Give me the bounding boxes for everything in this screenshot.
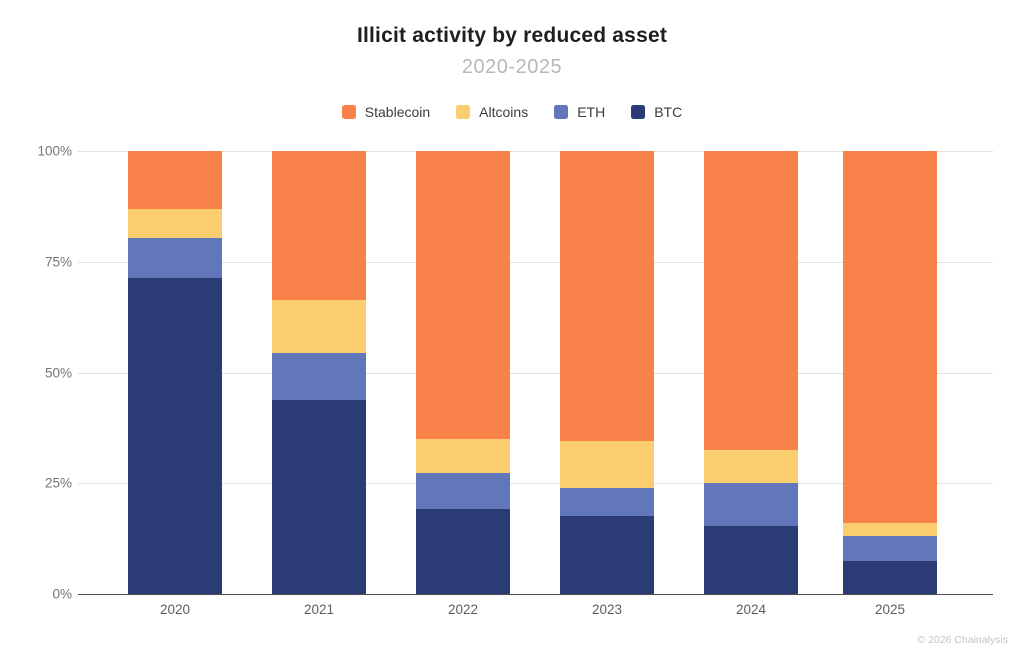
bar-segment-2020-btc: [128, 277, 222, 594]
legend-item-eth: ETH: [554, 104, 605, 120]
footer-credit: © 2026 Chainalysis: [917, 634, 1008, 646]
bar-2024: [704, 151, 798, 594]
gridline-50: [78, 372, 993, 374]
legend-label-altcoins: Altcoins: [479, 104, 529, 120]
bar-segment-2020-eth: [128, 237, 222, 278]
legend-label-btc: BTC: [654, 104, 683, 120]
bar-segment-2023-stablecoin: [560, 151, 654, 441]
legend: Stablecoin Altcoins ETH BTC: [0, 104, 1024, 120]
legend-swatch-btc: [631, 105, 646, 119]
bar-segment-2025-altcoins: [843, 523, 937, 537]
chart-subtitle: 2020-2025: [461, 56, 563, 78]
x-tick-label-2022: 2022: [447, 602, 479, 617]
bar-segment-2020-stablecoin: [128, 151, 222, 209]
bar-segment-2024-altcoins: [704, 450, 798, 484]
legend-swatch-stablecoin: [341, 105, 356, 119]
bar-segment-2022-altcoins: [416, 438, 510, 473]
gridline-75: [78, 261, 993, 263]
y-axis: 100% 75% 50% 25% 0%: [0, 144, 72, 602]
bar-segment-2021-btc: [272, 400, 366, 594]
y-tick-label-50: 50%: [44, 365, 72, 380]
legend-label-stablecoin: Stablecoin: [364, 104, 431, 120]
x-tick-label-2021: 2021: [303, 602, 335, 617]
bar-2025: [843, 151, 937, 594]
legend-label-eth: ETH: [577, 104, 606, 120]
bar-segment-2022-stablecoin: [416, 151, 510, 439]
bar-segment-2023-eth: [560, 487, 654, 517]
legend-swatch-eth: [554, 105, 569, 119]
bar-segment-2025-eth: [843, 536, 937, 561]
y-tick-label-75: 75%: [44, 254, 72, 270]
bar-2020: [128, 151, 222, 594]
bar-segment-2024-btc: [704, 526, 798, 594]
bar-2021: [272, 151, 366, 594]
legend-item-btc: BTC: [631, 104, 682, 120]
y-tick-label-25: 25%: [44, 475, 72, 491]
bar-segment-2023-altcoins: [560, 440, 654, 488]
bar-segment-2021-eth: [272, 352, 366, 401]
x-tick-label-2024: 2024: [735, 602, 767, 617]
bar-segment-2021-altcoins: [272, 300, 366, 353]
bar-segment-2022-btc: [416, 508, 510, 594]
bar-2022: [416, 151, 510, 594]
bar-segment-2024-stablecoin: [704, 151, 798, 451]
x-axis-line: [78, 594, 993, 595]
bar-2023: [560, 151, 654, 594]
legend-item-stablecoin: Stablecoin: [341, 104, 431, 120]
gridline-25: [78, 483, 993, 485]
bar-segment-2023-btc: [560, 516, 654, 594]
x-tick-label-2025: 2025: [874, 602, 906, 617]
legend-swatch-altcoins: [456, 105, 471, 119]
bar-segment-2021-stablecoin: [272, 151, 366, 301]
plot-area: 2020 2021 2022 2023 2024 2025: [78, 151, 993, 617]
bar-segment-2025-stablecoin: [843, 151, 937, 524]
y-tick-label-0: 0%: [52, 586, 72, 602]
bar-segment-2022-eth: [416, 472, 510, 509]
x-tick-label-2020: 2020: [159, 602, 191, 617]
bar-segment-2025-btc: [843, 560, 937, 594]
legend-item-altcoins: Altcoins: [456, 104, 528, 120]
bar-segment-2024-eth: [704, 483, 798, 527]
chart-title: Illicit activity by reduced asset: [356, 24, 668, 47]
gridline-100: [78, 151, 993, 152]
y-tick-label-100: 100%: [37, 143, 72, 159]
bar-segment-2020-altcoins: [128, 208, 222, 238]
x-tick-label-2023: 2023: [591, 602, 623, 617]
